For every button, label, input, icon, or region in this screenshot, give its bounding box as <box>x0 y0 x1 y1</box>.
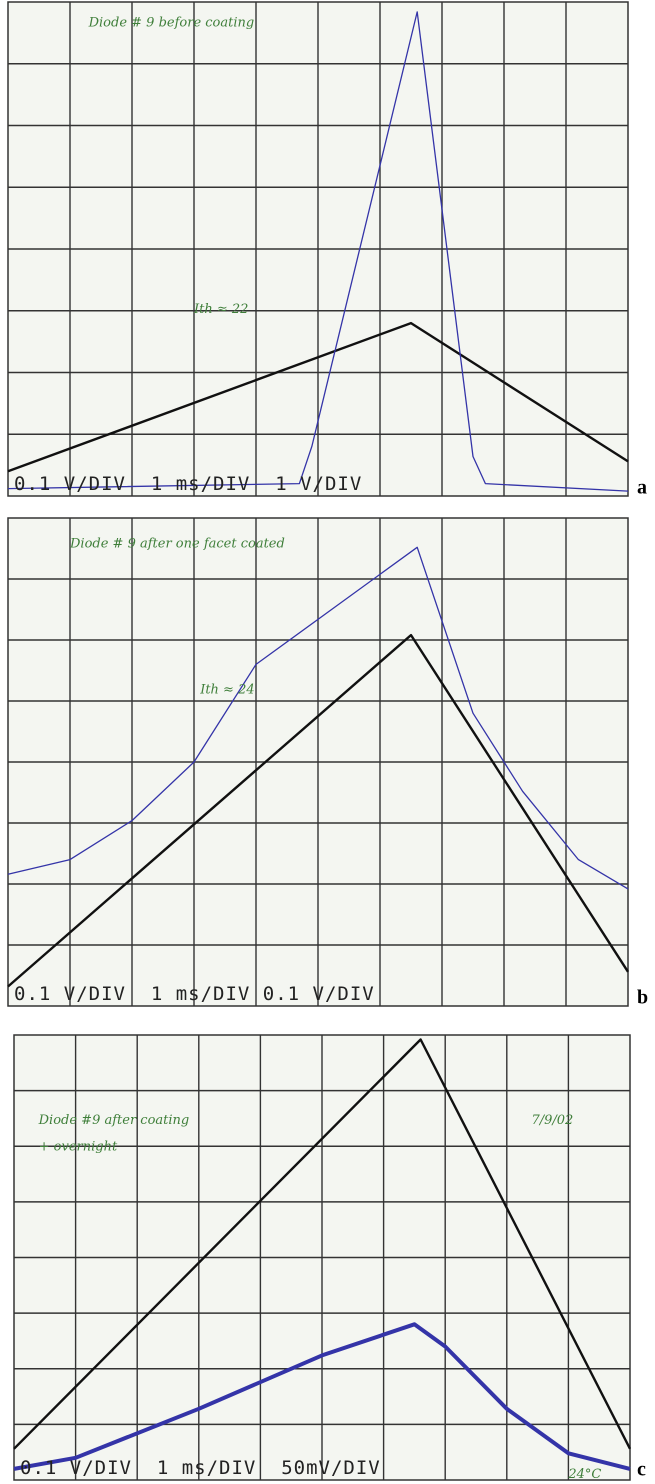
panel-label: a <box>637 477 647 499</box>
handwritten-note: + overnight <box>39 1140 118 1155</box>
handwritten-note: Diode #9 after coating <box>38 1113 190 1128</box>
scope-panel: Diode #9 after coating + overnight 7/9/02 2… <box>14 1035 646 1482</box>
figure: Diode # 9 before coating Ith ≈ 22 0.1 V/DI… <box>0 0 655 1484</box>
scope-panel: Diode # 9 before coating Ith ≈ 22 0.1 V/DI… <box>8 2 647 499</box>
handwritten-note: Diode # 9 after one facet coated <box>69 536 285 551</box>
scope-readout: 0.1 V/DIV 1 ms/DIV 50mV/DIV <box>20 1457 381 1479</box>
handwritten-note: Diode # 9 before coating <box>88 16 255 31</box>
scope-panel: Diode # 9 after one facet coated Ith ≈ 24… <box>8 518 648 1009</box>
handwritten-note: Ith ≈ 22 <box>193 302 248 317</box>
panel-label: b <box>637 987 648 1009</box>
scope-readout: 0.1 V/DIV 1 ms/DIV 1 V/DIV <box>14 473 362 495</box>
handwritten-note: 24°C <box>567 1467 601 1482</box>
handwritten-note: Ith ≈ 24 <box>199 683 254 698</box>
scope-readout: 0.1 V/DIV 1 ms/DIV 0.1 V/DIV <box>14 983 375 1005</box>
handwritten-note: 7/9/02 <box>531 1113 573 1128</box>
panel-label: c <box>637 1459 646 1481</box>
